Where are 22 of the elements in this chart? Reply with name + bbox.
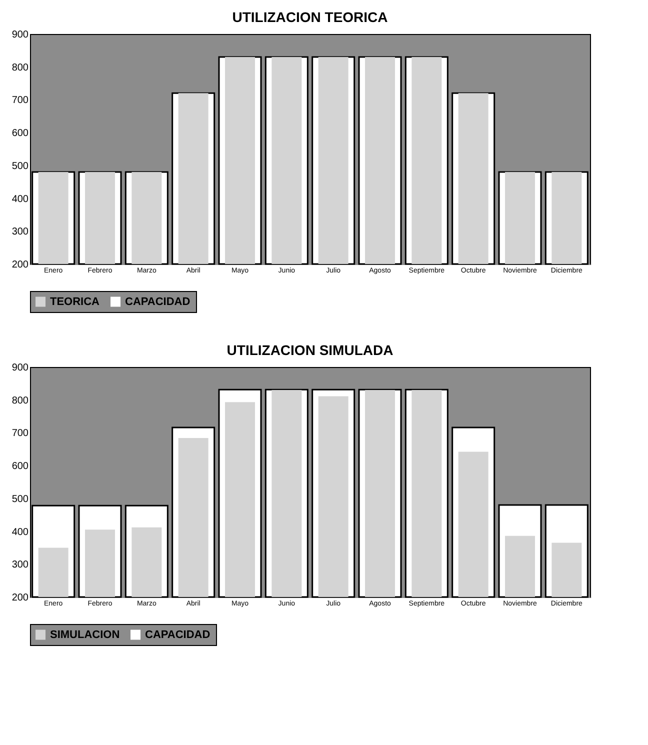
y-tick-label: 600 (12, 461, 29, 472)
legend-label: SIMULACION (50, 628, 120, 641)
y-tick-label: 500 (12, 494, 29, 505)
y-tick-label: 200 (12, 592, 29, 604)
y-tick-label: 300 (12, 226, 29, 238)
legend-label: CAPACIDAD (145, 628, 210, 641)
y-tick-label: 700 (12, 428, 29, 440)
chart-title: UTILIZACION SIMULADA (226, 342, 394, 358)
y-tick-label: 500 (12, 160, 29, 172)
y-tick-label: 800 (12, 395, 29, 406)
legend-label: CAPACIDAD (125, 296, 190, 308)
y-tick-label: 400 (12, 526, 29, 538)
y-tick-label: 600 (12, 128, 29, 140)
y-tick-label: 300 (12, 560, 29, 571)
y-tick-label: 700 (12, 95, 29, 106)
y-tick-label: 200 (12, 260, 29, 270)
chart-title: UTILIZACION TEORICA (232, 9, 388, 25)
y-tick-label: 900 (12, 30, 29, 40)
y-tick-label: 400 (12, 194, 29, 205)
y-tick-label: 900 (12, 362, 29, 374)
legend-label: TEORICA (50, 296, 100, 308)
y-tick-label: 800 (12, 62, 29, 74)
